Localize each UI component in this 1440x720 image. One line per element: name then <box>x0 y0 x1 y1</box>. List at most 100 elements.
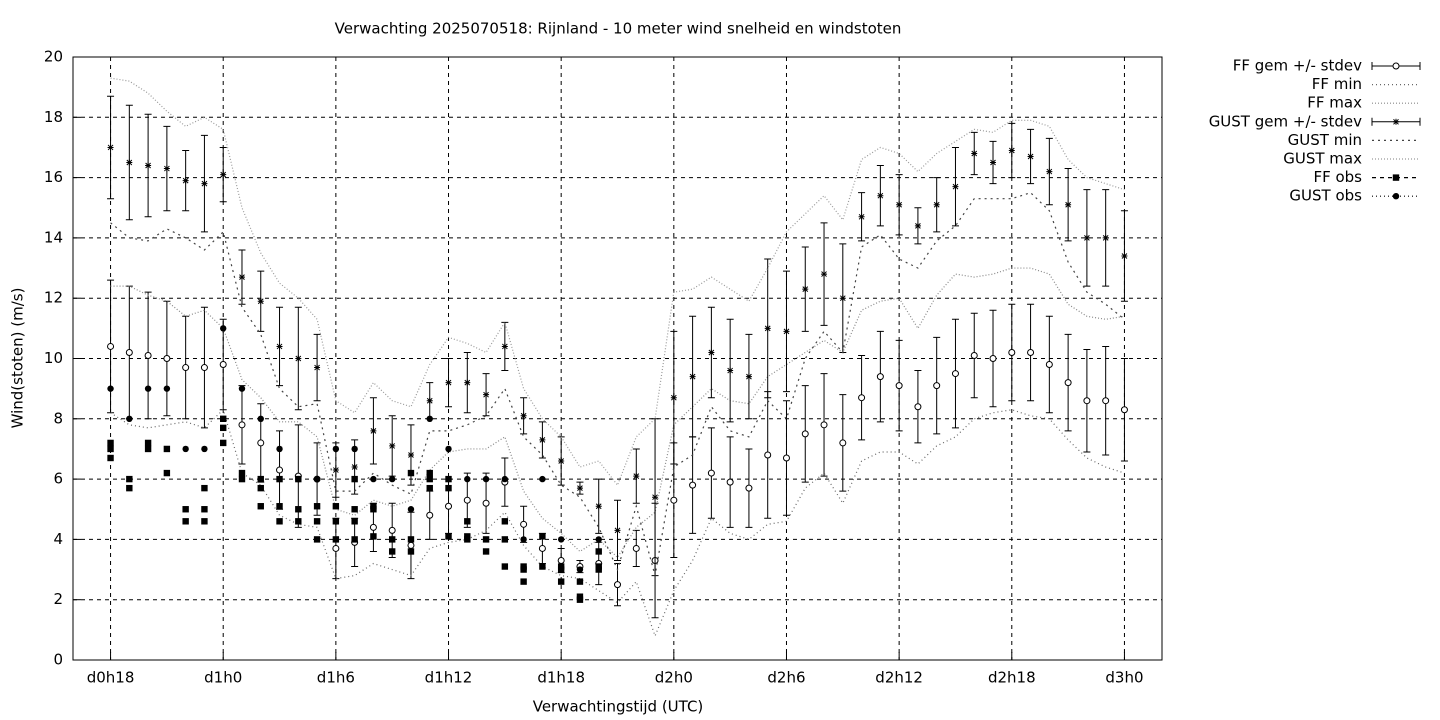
obs-point <box>220 424 227 432</box>
error-point <box>707 306 715 399</box>
obs-point <box>220 415 227 422</box>
obs-point <box>464 536 471 543</box>
error-point <box>1027 128 1035 185</box>
error-point <box>1064 168 1072 242</box>
marker <box>576 578 584 585</box>
marker <box>182 518 189 525</box>
error-point <box>707 427 715 519</box>
obs-point <box>201 506 208 513</box>
marker <box>389 442 396 449</box>
marker <box>295 475 302 483</box>
marker <box>200 364 208 372</box>
obs-point <box>595 548 602 555</box>
obs-point <box>370 475 377 483</box>
marker <box>332 503 340 510</box>
marker <box>407 548 415 555</box>
legend-label: GUST max <box>1283 150 1362 168</box>
error-point <box>1083 189 1091 287</box>
marker <box>876 373 884 381</box>
marker <box>1102 397 1110 405</box>
marker <box>839 295 846 302</box>
legend-label: GUST gem +/- stdev <box>1209 112 1362 130</box>
marker <box>201 445 208 453</box>
marker <box>689 481 697 489</box>
marker <box>257 415 264 422</box>
obs-point <box>257 475 264 483</box>
obs-point <box>501 536 509 543</box>
obs-point <box>313 475 321 483</box>
marker <box>520 536 527 543</box>
error-point <box>182 149 190 212</box>
marker <box>276 503 283 510</box>
obs-point <box>107 445 114 453</box>
obs-point <box>144 439 152 447</box>
error-point <box>651 418 659 577</box>
x-tick-label: d1h18 <box>537 669 585 687</box>
marker <box>595 548 602 555</box>
marker <box>877 192 884 199</box>
marker <box>182 445 189 453</box>
obs-point <box>126 415 133 422</box>
range-line <box>110 77 1125 487</box>
error-point <box>820 222 828 326</box>
obs-point <box>501 518 509 525</box>
marker <box>1008 348 1016 356</box>
error-point <box>970 312 978 399</box>
marker <box>464 475 471 483</box>
obs-point <box>201 484 208 492</box>
y-tick-label: 14 <box>44 228 63 246</box>
marker <box>501 518 509 525</box>
error-point <box>839 243 847 353</box>
obs-point <box>539 563 546 570</box>
legend-label: FF max <box>1307 94 1362 112</box>
error-point <box>914 370 922 444</box>
error-point <box>163 125 171 212</box>
y-tick-label: 8 <box>53 409 63 427</box>
error-point <box>200 306 208 429</box>
y-tick-label: 12 <box>44 289 63 307</box>
marker <box>257 298 264 305</box>
marker <box>708 349 715 356</box>
marker <box>1392 193 1400 200</box>
obs-point <box>163 385 171 392</box>
marker <box>182 177 189 184</box>
error-point <box>182 315 190 420</box>
error-point <box>895 174 903 236</box>
error-point <box>144 291 152 420</box>
obs-point <box>464 475 471 483</box>
obs-point <box>482 475 490 483</box>
marker <box>351 445 358 453</box>
error-point <box>595 478 603 534</box>
marker <box>482 548 490 555</box>
marker <box>313 518 321 525</box>
marker <box>388 548 396 555</box>
obs-point <box>313 518 321 525</box>
error-point <box>858 192 866 242</box>
obs-point <box>276 475 283 483</box>
marker <box>539 475 546 483</box>
marker <box>1121 252 1128 259</box>
error-point <box>970 131 978 176</box>
obs-point <box>407 506 415 513</box>
marker <box>144 351 152 359</box>
obs-point <box>144 445 152 453</box>
y-tick-label: 20 <box>44 48 63 66</box>
error-point <box>426 490 434 540</box>
error-point <box>276 430 284 510</box>
marker <box>689 373 696 380</box>
obs-point <box>464 518 471 525</box>
marker <box>238 475 246 483</box>
obs-point <box>238 475 246 483</box>
error-point <box>782 400 790 516</box>
legend-sample <box>1372 193 1420 200</box>
marker <box>1083 397 1091 405</box>
marker <box>257 439 265 447</box>
marker <box>1065 201 1072 208</box>
obs-point <box>126 484 133 492</box>
obs-point <box>595 566 602 573</box>
marker <box>933 382 941 390</box>
error-point <box>933 336 941 435</box>
marker <box>388 526 396 534</box>
y-tick-label: 18 <box>44 108 63 126</box>
marker <box>351 536 358 543</box>
